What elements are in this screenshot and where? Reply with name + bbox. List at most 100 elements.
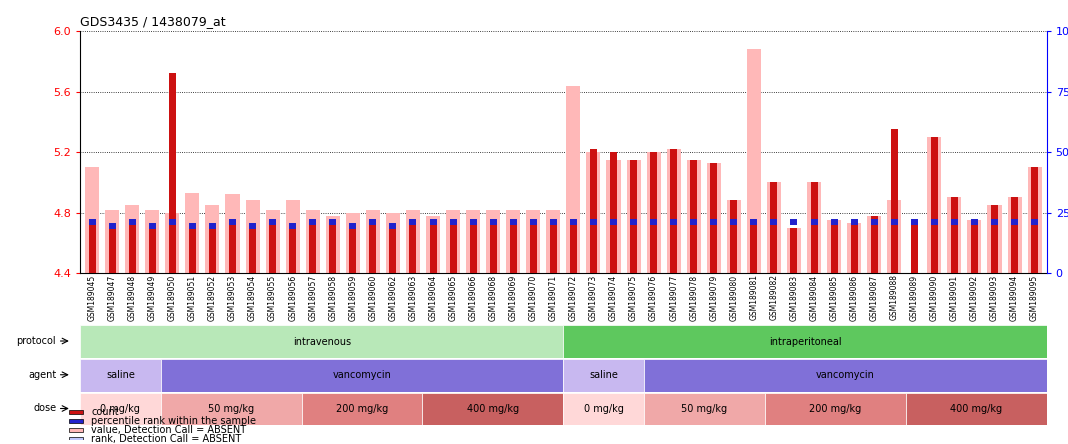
Bar bbox=[971, 218, 978, 225]
Bar bbox=[166, 213, 179, 273]
Bar bbox=[285, 201, 300, 273]
Bar bbox=[607, 160, 621, 273]
Text: vancomycin: vancomycin bbox=[332, 370, 392, 381]
Bar bbox=[687, 160, 701, 273]
Bar bbox=[90, 240, 95, 273]
Bar bbox=[329, 220, 336, 273]
Bar bbox=[731, 201, 737, 273]
Bar bbox=[129, 218, 136, 225]
Bar bbox=[807, 182, 821, 273]
Bar bbox=[370, 218, 376, 225]
Bar bbox=[870, 216, 878, 273]
Bar bbox=[1011, 198, 1018, 273]
Bar bbox=[109, 223, 115, 229]
Bar bbox=[210, 240, 215, 273]
Bar bbox=[563, 359, 644, 392]
Bar bbox=[289, 225, 296, 273]
Bar bbox=[770, 218, 778, 225]
Bar bbox=[644, 359, 1047, 392]
Bar bbox=[972, 240, 977, 273]
Bar bbox=[406, 210, 420, 273]
Text: 0 mg/kg: 0 mg/kg bbox=[584, 404, 624, 414]
Bar bbox=[831, 220, 837, 273]
Bar bbox=[627, 160, 641, 273]
Bar bbox=[85, 167, 99, 273]
Bar bbox=[968, 220, 981, 273]
Bar bbox=[110, 250, 114, 273]
Bar bbox=[666, 149, 680, 273]
Bar bbox=[850, 218, 858, 225]
Bar bbox=[148, 223, 156, 229]
Bar bbox=[148, 225, 156, 273]
Bar bbox=[190, 240, 194, 273]
Bar bbox=[370, 220, 376, 273]
Bar bbox=[971, 220, 978, 273]
Bar bbox=[1031, 167, 1038, 273]
Bar bbox=[249, 225, 256, 273]
Bar bbox=[570, 220, 577, 273]
Bar bbox=[386, 213, 399, 273]
Bar bbox=[450, 220, 457, 273]
Text: vancomycin: vancomycin bbox=[816, 370, 875, 381]
Bar bbox=[563, 325, 1047, 358]
Bar bbox=[650, 218, 657, 225]
Bar bbox=[871, 240, 877, 273]
Bar bbox=[269, 220, 277, 273]
Bar bbox=[912, 240, 916, 273]
Bar bbox=[249, 223, 256, 229]
Bar bbox=[751, 218, 757, 225]
Bar bbox=[169, 218, 176, 225]
Bar bbox=[229, 218, 236, 225]
Bar bbox=[423, 393, 564, 425]
Bar bbox=[867, 216, 881, 273]
Bar bbox=[831, 218, 837, 225]
Bar bbox=[129, 220, 136, 273]
Bar bbox=[767, 182, 781, 273]
Text: intraperitoneal: intraperitoneal bbox=[769, 337, 842, 347]
Bar bbox=[707, 163, 721, 273]
Bar bbox=[270, 240, 276, 273]
Text: 0 mg/kg: 0 mg/kg bbox=[100, 404, 140, 414]
Bar bbox=[550, 218, 556, 225]
Bar bbox=[851, 240, 857, 273]
Bar bbox=[89, 218, 96, 225]
Bar bbox=[371, 240, 375, 273]
Bar bbox=[426, 216, 440, 273]
Bar bbox=[731, 218, 737, 225]
Bar bbox=[892, 240, 897, 273]
Text: 200 mg/kg: 200 mg/kg bbox=[810, 404, 861, 414]
Bar bbox=[80, 359, 160, 392]
Text: count: count bbox=[91, 407, 119, 417]
Text: 50 mg/kg: 50 mg/kg bbox=[208, 404, 254, 414]
Bar bbox=[129, 240, 135, 273]
Bar bbox=[563, 393, 644, 425]
Bar bbox=[550, 220, 556, 273]
Bar bbox=[827, 220, 842, 273]
Bar bbox=[1011, 218, 1018, 225]
Bar bbox=[69, 437, 83, 440]
Bar bbox=[301, 393, 423, 425]
Bar bbox=[310, 218, 316, 225]
Bar bbox=[988, 205, 1002, 273]
Bar bbox=[350, 240, 356, 273]
Bar bbox=[209, 223, 216, 229]
Bar bbox=[250, 240, 255, 273]
Bar bbox=[931, 137, 938, 273]
Text: 400 mg/kg: 400 mg/kg bbox=[467, 404, 519, 414]
Bar bbox=[80, 393, 160, 425]
Bar bbox=[346, 213, 360, 273]
Bar bbox=[390, 223, 396, 229]
Bar bbox=[506, 210, 520, 273]
Bar bbox=[511, 240, 516, 273]
Bar bbox=[906, 393, 1047, 425]
Bar bbox=[711, 240, 717, 273]
Bar bbox=[727, 201, 741, 273]
Bar bbox=[486, 210, 500, 273]
Bar bbox=[145, 210, 159, 273]
Bar bbox=[109, 225, 115, 273]
Bar bbox=[610, 218, 617, 225]
Bar bbox=[710, 163, 718, 273]
Bar bbox=[551, 240, 555, 273]
Bar bbox=[610, 152, 617, 273]
Bar bbox=[932, 240, 937, 273]
